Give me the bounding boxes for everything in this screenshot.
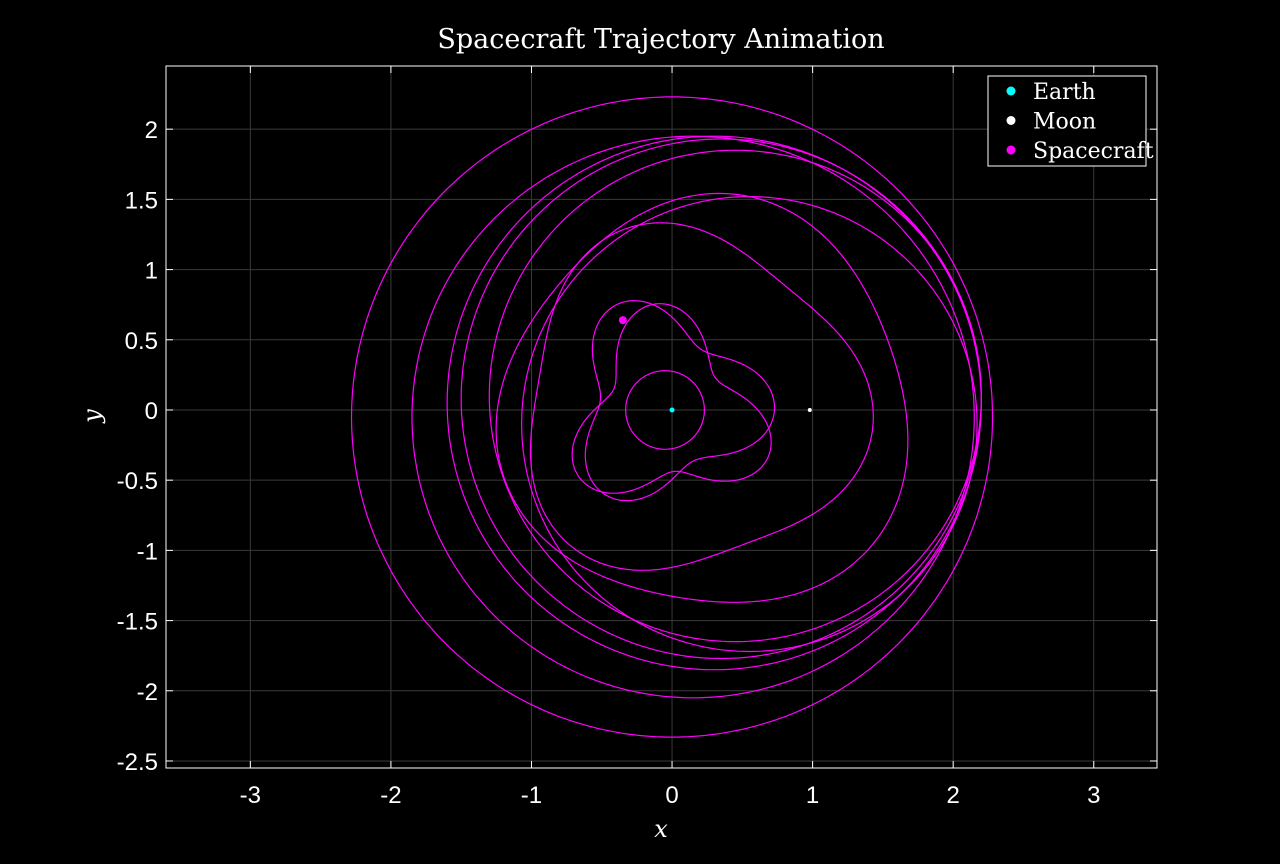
- trajectory-loop: [520, 196, 978, 653]
- trajectory-path-group: [350, 96, 994, 738]
- x-tick-label: 3: [1087, 782, 1100, 809]
- y-tick-label: -0.5: [117, 468, 158, 495]
- y-axis-label: y: [78, 409, 106, 424]
- y-tick-label: -1.5: [117, 609, 158, 636]
- x-tick-label: 1: [806, 782, 819, 809]
- x-axis-ticks: -3 -2 -1 0 1 2 3: [240, 66, 1100, 809]
- y-tick-label: -1: [137, 538, 158, 565]
- y-tick-label: 1: [145, 258, 158, 285]
- x-tick-label: -3: [240, 782, 261, 809]
- trajectory-loop: [350, 96, 994, 738]
- legend-label-earth: Earth: [1033, 80, 1096, 105]
- y-tick-label: -2: [137, 679, 158, 706]
- trajectory-loop: [495, 192, 909, 603]
- legend: Earth Moon Spacecraft: [987, 75, 1154, 167]
- trajectory-loop: [411, 135, 975, 699]
- spacecraft-marker: [618, 316, 627, 325]
- grid: [166, 66, 1157, 768]
- axes-background: [166, 66, 1157, 768]
- markers: [618, 316, 812, 413]
- y-tick-label: 0.5: [125, 328, 158, 355]
- axes-frame: [165, 65, 1158, 769]
- y-axis-ticks: -2.5 -2 -1.5 -1 -0.5 0 0.5 1 1.5 2: [117, 117, 1157, 776]
- x-tick-label: 2: [946, 782, 959, 809]
- legend-label-moon: Moon: [1033, 110, 1096, 135]
- x-tick-label: 0: [665, 782, 678, 809]
- x-tick-label: -1: [521, 782, 542, 809]
- trajectory-loop: [529, 222, 874, 571]
- y-tick-label: 2: [145, 117, 158, 144]
- legend-label-spacecraft: Spacecraft: [1033, 139, 1154, 164]
- y-tick-label: -2.5: [117, 749, 158, 776]
- axes: -3 -2 -1 0 1 2 3 -2.5 -2 -1.5 -1 -0.5 0 0.5 1 1.5 2: [117, 65, 1158, 809]
- legend-swatch-moon: [1006, 116, 1016, 125]
- trajectory-loop: [571, 303, 772, 494]
- y-tick-label: 0: [145, 398, 158, 425]
- trajectory-loop: [488, 149, 982, 643]
- chart-title: Spacecraft Trajectory Animation: [437, 24, 884, 55]
- earth-marker: [669, 407, 675, 413]
- x-tick-label: -2: [380, 782, 401, 809]
- legend-swatch-spacecraft: [1006, 145, 1016, 155]
- x-axis-label: x: [654, 815, 668, 843]
- y-tick-label: 1.5: [125, 187, 158, 214]
- trajectory-loop: [584, 300, 776, 502]
- moon-marker: [807, 407, 812, 412]
- trajectory-loop: [446, 135, 982, 671]
- trajectory-loop: [625, 370, 705, 450]
- legend-swatch-earth: [1006, 86, 1016, 96]
